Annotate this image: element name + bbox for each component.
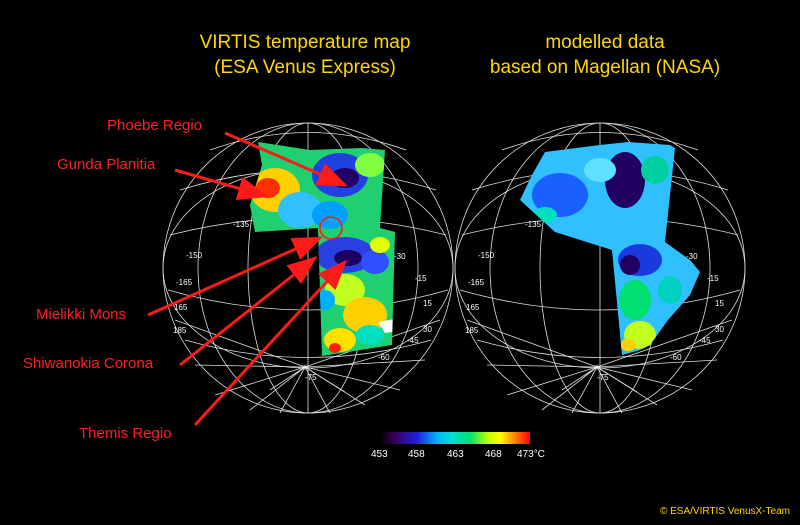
virtis-title-line-1: VIRTIS temperature map	[199, 32, 411, 53]
scale-tick: 463	[447, 449, 464, 460]
grid-label: -45	[699, 336, 711, 345]
label-shiwanokia-corona: Shiwanokia Corona	[23, 355, 154, 372]
grid-label: -165	[468, 278, 485, 287]
scale-tick-last: 473°C	[517, 449, 545, 460]
label-phoebe-regio: Phoebe Regio	[107, 117, 203, 134]
grid-label: -135	[233, 220, 250, 229]
grid-label: 15	[715, 299, 724, 308]
credit: © ESA/VIRTIS VenusX-Team	[659, 506, 790, 517]
mielikki-mons-circle	[319, 216, 343, 240]
scale-tick: 468	[485, 449, 502, 460]
grid-label: 165	[174, 303, 188, 312]
grid-label: -165	[176, 278, 193, 287]
magellan-model-patch	[520, 142, 700, 355]
grid-label: 165	[466, 303, 480, 312]
grid-label: -75	[305, 373, 317, 382]
grid-label: -30	[394, 252, 406, 261]
grid-label: -60	[670, 353, 682, 362]
grid-label: 185	[465, 326, 479, 335]
grid-label: -30	[686, 252, 698, 261]
left-pole-marker	[302, 364, 308, 370]
grid-label: -150	[186, 251, 203, 260]
grid-label: -150	[478, 251, 495, 260]
scale-tick: 458	[408, 449, 425, 460]
scale-tick: 473	[517, 449, 534, 460]
grid-label: 30	[423, 325, 432, 334]
grid-label: -60	[378, 353, 390, 362]
grid-label: 15	[423, 299, 432, 308]
grid-label: 30	[715, 325, 724, 334]
arrow-phoebe-regio	[224, 131, 348, 187]
grid-label: -75	[597, 373, 609, 382]
temperature-color-scale	[380, 432, 530, 444]
arrow-mielikki-mons	[147, 236, 323, 317]
virtis-temperature-patch	[250, 142, 395, 356]
feature-arrows	[147, 131, 348, 427]
right-pole-marker	[594, 364, 600, 370]
left-grid-labels: -135 -150 -165 165 185 -30 -15 15 30 -45…	[173, 220, 432, 382]
grid-label: -15	[707, 274, 719, 283]
magellan-title: modelled data based on Magellan (NASA)	[470, 30, 740, 80]
scale-tick: 453	[371, 449, 388, 460]
grid-label: 185	[173, 326, 187, 335]
grid-label: -15	[415, 274, 427, 283]
magellan-title-line-2: based on Magellan (NASA)	[489, 57, 721, 78]
grid-label: -45	[407, 336, 419, 345]
label-mielikki-mons: Mielikki Mons	[36, 306, 127, 323]
virtis-title-line-2: (ESA Venus Express)	[214, 57, 396, 78]
arrow-shiwanokia-corona	[179, 256, 318, 367]
right-grid-labels: -135 -150 -165 165 185 -30 -15 15 30 -45…	[465, 220, 724, 382]
arrow-gunda-planitia	[174, 168, 268, 201]
label-themis-regio: Themis Regio	[79, 425, 172, 442]
magellan-title-line-1: modelled data	[545, 32, 665, 53]
scale-unit: °C	[533, 449, 545, 460]
grid-label: -135	[525, 220, 542, 229]
arrow-themis-regio	[193, 259, 348, 427]
label-gunda-planitia: Gunda Planitia	[57, 156, 156, 173]
virtis-title: VIRTIS temperature map (ESA Venus Expres…	[170, 30, 440, 80]
